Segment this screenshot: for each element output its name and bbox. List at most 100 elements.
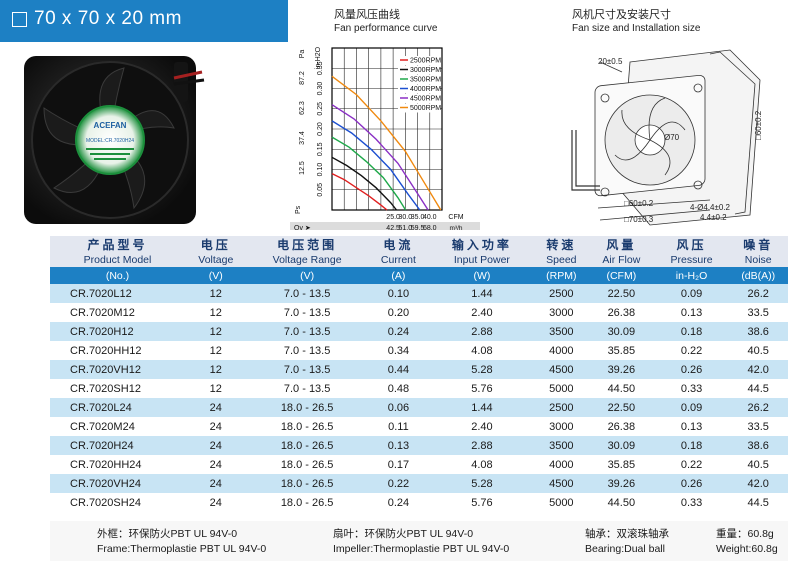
- dim-square-outer: □70±0.3: [624, 215, 654, 224]
- frame-cn: 外框：环保防火PBT UL 94V-0: [97, 528, 238, 540]
- table-cell: 12: [185, 322, 247, 341]
- table-cell: 0.10: [367, 284, 430, 303]
- dim-hole: 4-Ø4.4±0.2: [690, 203, 731, 212]
- square-icon: [12, 12, 27, 27]
- table-cell: 3500: [534, 322, 589, 341]
- table-cell: 26.2: [728, 398, 788, 417]
- column-header: 电压: [185, 236, 247, 253]
- dim-hole-spacing: 4.4±0.2: [700, 213, 727, 222]
- column-header: Current: [367, 253, 430, 267]
- table-cell: 12: [185, 303, 247, 322]
- table-cell: 30.09: [588, 322, 655, 341]
- column-header: Air Flow: [588, 253, 655, 267]
- legend-label: 4500RPM: [410, 96, 441, 103]
- table-cell: 1.44: [429, 284, 535, 303]
- series-line-3000RPM: [331, 156, 398, 211]
- table-cell: 0.20: [367, 303, 430, 322]
- column-unit: (A): [367, 267, 430, 284]
- table-cell: 24: [185, 398, 247, 417]
- performance-chart: 2500RPM 3000RPM 3500RPM 4000RPM 4500RPM 5000R…: [290, 46, 480, 230]
- table-cell: 3000: [534, 303, 589, 322]
- perf-header-cn: 风量风压曲线: [334, 9, 400, 21]
- y-tick-inh2o: 0.25: [317, 102, 324, 116]
- table-cell: 0.26: [654, 474, 729, 493]
- table-cell: 4500: [534, 360, 589, 379]
- table-cell: 44.50: [588, 493, 655, 512]
- table-cell: 7.0 - 13.5: [246, 284, 368, 303]
- table-header-cn: 产品型号 电压 电压范围 电流 输入功率 转速 风量 风压 噪音: [50, 236, 788, 253]
- table-row: CR.7020HH12 12 7.0 - 13.5 0.34 4.08 4000 35.85…: [50, 341, 788, 360]
- table-cell: 2.88: [429, 322, 535, 341]
- table-cell: 7.0 - 13.5: [246, 360, 368, 379]
- table-cell: 7.0 - 13.5: [246, 341, 368, 360]
- table-cell: 24: [185, 493, 247, 512]
- table-row: CR.7020VH12 12 7.0 - 13.5 0.44 5.28 4500 39.26…: [50, 360, 788, 379]
- model-cell: CR.7020L12: [50, 284, 185, 303]
- size-header: 风机尺寸及安装尺寸 Fan size and Installation size: [572, 8, 700, 36]
- column-header: 电流: [367, 236, 430, 253]
- model-cell: CR.7020HH24: [50, 455, 185, 474]
- table-cell: 5.28: [429, 474, 535, 493]
- column-header: Voltage: [185, 253, 247, 267]
- column-header: 噪音: [728, 236, 788, 253]
- table-cell: 0.18: [654, 322, 729, 341]
- series-line-3500RPM: [331, 136, 407, 211]
- table-cell: 5000: [534, 493, 589, 512]
- table-cell: 0.22: [654, 455, 729, 474]
- legend-label: 3000RPM: [410, 67, 441, 74]
- fan-photo: ACEFAN MODEL:CR.7020H24: [24, 56, 205, 224]
- table-cell: 0.17: [367, 455, 430, 474]
- table-cell: 0.48: [367, 379, 430, 398]
- table-cell: 42.0: [728, 360, 788, 379]
- fan-label-brand: ACEFAN: [94, 121, 127, 130]
- x-label-m3h: m³/h: [450, 225, 463, 230]
- table-row: CR.7020SH24 24 18.0 - 26.5 0.24 5.76 5000 44.5…: [50, 493, 788, 512]
- table-cell: 35.85: [588, 455, 655, 474]
- table-cell: 0.13: [367, 436, 430, 455]
- table-cell: 33.5: [728, 417, 788, 436]
- table-cell: 0.13: [654, 417, 729, 436]
- table-row: CR.7020HH24 24 18.0 - 26.5 0.17 4.08 4000 35.8…: [50, 455, 788, 474]
- column-header: 转速: [534, 236, 589, 253]
- table-cell: 0.33: [654, 379, 729, 398]
- table-cell: 4000: [534, 341, 589, 360]
- x-tick-cfm: 25.0: [386, 214, 400, 221]
- table-cell: 3500: [534, 436, 589, 455]
- model-cell: CR.7020VH24: [50, 474, 185, 493]
- table-cell: 42.0: [728, 474, 788, 493]
- table-cell: 1.44: [429, 398, 535, 417]
- table-cell: 44.5: [728, 379, 788, 398]
- legend-bg: [398, 65, 440, 75]
- table-cell: 22.50: [588, 398, 655, 417]
- table-header-en: Product Model Voltage Voltage Range Current…: [50, 253, 788, 267]
- chart-labels: 0.35 0.30 0.25 0.20 0.15 0.10 0.05 87.2 62.3 37.4…: [290, 46, 480, 230]
- table-cell: 3000: [534, 417, 589, 436]
- model-cell: CR.7020M12: [50, 303, 185, 322]
- column-header: 电压范围: [246, 236, 368, 253]
- x-tick-m3h: 51.0: [399, 225, 413, 230]
- y-tick-pa: 87.2: [299, 71, 306, 85]
- dim-depth: 20±0.5: [598, 57, 623, 66]
- table-cell: 26.2: [728, 284, 788, 303]
- table-cell: 0.26: [654, 360, 729, 379]
- dim-square-inner: □60±0.2: [624, 199, 654, 208]
- y-tick-pa: 62.3: [299, 101, 306, 115]
- table-cell: 12: [185, 379, 247, 398]
- m3h-band: [290, 222, 480, 230]
- model-cell: CR.7020M24: [50, 417, 185, 436]
- frame-en: Frame:Thermoplastie PBT UL 94V-0: [97, 543, 267, 555]
- legend-bg: [398, 103, 440, 113]
- table-cell: 4.08: [429, 341, 535, 360]
- table-row: CR.7020H24 24 18.0 - 26.5 0.13 2.88 3500 30.09…: [50, 436, 788, 455]
- table-cell: 40.5: [728, 341, 788, 360]
- table-cell: 0.24: [367, 493, 430, 512]
- column-unit: (dB(A)): [728, 267, 788, 284]
- table-cell: 0.09: [654, 398, 729, 417]
- column-unit: (CFM): [588, 267, 655, 284]
- y-label-inh2o: in-H2O: [315, 46, 322, 69]
- column-header: Product Model: [50, 253, 185, 267]
- y-tick-pa: 37.4: [299, 131, 306, 145]
- axis-p-label: Ps: [295, 205, 302, 214]
- model-cell: CR.7020L24: [50, 398, 185, 417]
- table-cell: 0.13: [654, 303, 729, 322]
